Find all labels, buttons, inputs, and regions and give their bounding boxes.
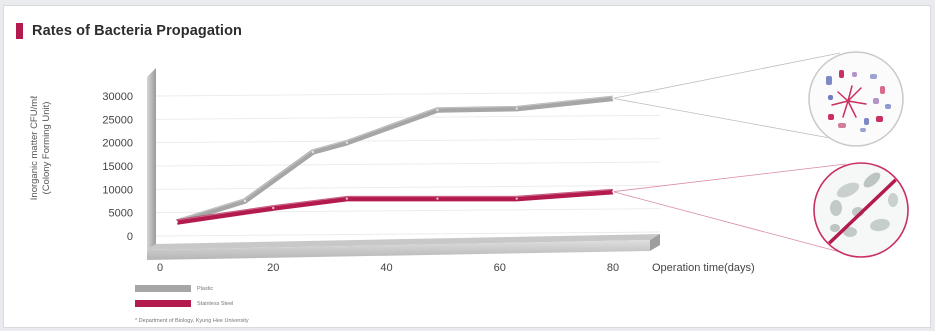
y-tick-20000: 20000 — [102, 138, 133, 150]
axis-wall-left — [147, 68, 156, 250]
legend-label-plastic: Plastic — [197, 285, 214, 292]
connector-steel-bottom — [612, 191, 841, 253]
bacteria-magnified-plastic — [808, 51, 904, 147]
series-plastic-point-3 — [345, 141, 349, 144]
x-axis-label: Operation time(days) — [652, 262, 755, 274]
series-plastic-point-6 — [611, 97, 615, 100]
gridline-10000 — [155, 184, 661, 190]
y-tick-10000: 10000 — [102, 184, 133, 196]
axis-floor-top — [147, 234, 660, 250]
series-plastic-point-1 — [243, 199, 247, 203]
series-stainless-steel-point-0 — [175, 220, 179, 224]
connector-steel-top — [612, 163, 847, 193]
y-tick-5000: 5000 — [109, 208, 133, 220]
y-axis-label-line2: (Colony Forming Unit) — [41, 101, 52, 195]
axis-floor-front — [147, 240, 650, 260]
source-footnote: * Department of Biology, Kyung Hee Unive… — [135, 318, 249, 324]
y-axis-label: Inorganic matter CFU/mℓ (Colony Forming … — [26, 48, 56, 248]
series-stainless-steel-point-4 — [515, 197, 518, 200]
connector-plastic-top — [612, 52, 841, 99]
zoom-connector-lines — [612, 52, 847, 253]
y-axis-label-line1: Inorganic matter CFU/mℓ — [29, 95, 40, 201]
legend-label-stainless-steel: Stainless Steel — [197, 300, 234, 307]
series-stainless-steel-point-5 — [611, 190, 615, 193]
gridlines — [155, 91, 661, 237]
series-plastic-point-5 — [515, 107, 518, 110]
x-tick-60: 60 — [494, 262, 506, 274]
gridline-0 — [155, 231, 661, 237]
series-stainless-steel-point-3 — [436, 197, 439, 200]
axis-walls — [147, 68, 660, 260]
series-plastic-highlight — [176, 95, 614, 221]
legend-swatch-stainless-steel — [135, 300, 191, 307]
gridline-15000 — [155, 161, 661, 167]
y-tick-0: 0 — [127, 231, 133, 243]
series-stainless-steel-line — [176, 188, 614, 225]
series-stainless-steel-highlight — [176, 189, 614, 221]
gridline-30000 — [155, 91, 661, 97]
series-stainless-steel-point-2 — [345, 197, 349, 200]
gridline-25000 — [155, 114, 661, 120]
legend-item-stainless-steel: Stainless Steel — [135, 298, 233, 309]
chart-panel: Rates of Bacteria Propagation — [3, 5, 931, 328]
connector-plastic-bottom — [612, 97, 831, 139]
y-tick-25000: 25000 — [102, 114, 133, 126]
series-lines — [175, 95, 615, 225]
bacteria-magnified-stainless-steel — [813, 162, 909, 258]
chart-title: Rates of Bacteria Propagation — [32, 23, 242, 39]
x-tick-labels: 0 20 40 60 80 — [157, 262, 619, 274]
x-tick-0: 0 — [157, 262, 163, 274]
x-tick-80: 80 — [607, 262, 619, 274]
legend-swatch-plastic — [135, 285, 191, 292]
gridline-20000 — [155, 138, 661, 144]
y-tick-15000: 15000 — [102, 161, 133, 173]
legend: Plastic Stainless Steel — [135, 283, 233, 313]
x-tick-20: 20 — [267, 262, 279, 274]
legend-item-plastic: Plastic — [135, 283, 233, 294]
title-bar: Rates of Bacteria Propagation — [16, 20, 242, 42]
y-tick-30000: 30000 — [102, 91, 133, 103]
series-plastic-line — [176, 95, 614, 225]
x-tick-40: 40 — [380, 262, 392, 274]
series-plastic-point-2 — [311, 150, 315, 154]
series-stainless-steel-point-1 — [272, 206, 275, 210]
y-tick-labels: 0 5000 10000 15000 20000 25000 30000 — [102, 91, 133, 243]
axis-floor-side — [650, 234, 660, 251]
series-plastic-point-4 — [436, 108, 439, 112]
title-accent-mark — [16, 23, 23, 39]
